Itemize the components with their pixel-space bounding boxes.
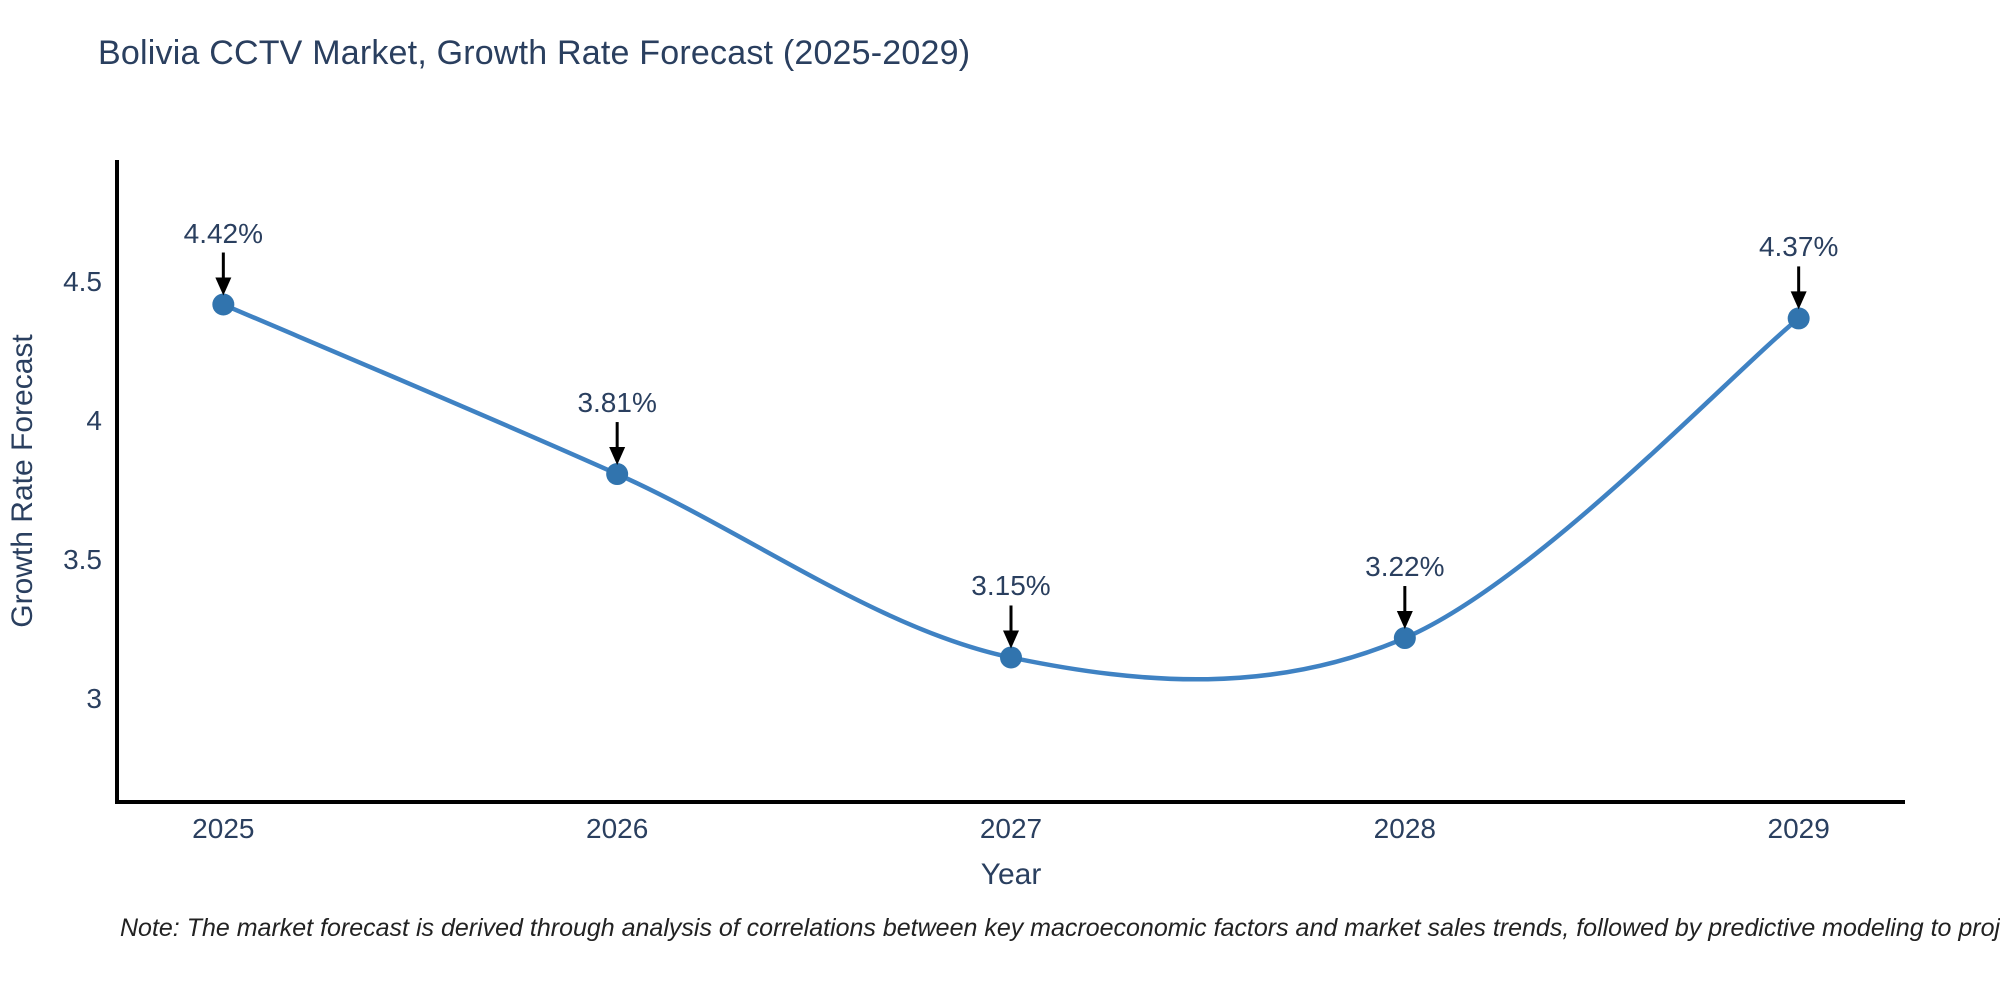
annotation-arrowhead-icon <box>1396 611 1413 630</box>
annotation-arrowhead-icon <box>1790 291 1807 310</box>
data-point-marker-2027[interactable] <box>1000 646 1022 669</box>
annotation-arrowhead-icon <box>215 277 232 296</box>
y-tick-label-3.5: 3.5 <box>63 544 102 576</box>
data-point-marker-2025[interactable] <box>212 293 235 316</box>
data-point-marker-2026[interactable] <box>606 463 629 486</box>
data-label-2028: 3.22% <box>1365 551 1445 583</box>
data-label-2029: 4.37% <box>1758 231 1839 263</box>
axis-lines <box>115 160 1905 804</box>
data-point-marker-2029[interactable] <box>1787 307 1810 330</box>
y-tick-label-3: 3 <box>86 683 102 715</box>
annotation-arrowhead-icon <box>609 447 626 466</box>
data-label-2025: 4.42% <box>183 217 264 249</box>
x-tick-label-2025: 2025 <box>192 813 255 844</box>
data-point-marker-2028[interactable] <box>1393 627 1416 650</box>
y-tick-label-4.5: 4.5 <box>63 266 102 298</box>
x-tick-label-2029: 2029 <box>1767 813 1830 844</box>
x-axis-title: Year <box>980 858 1042 891</box>
x-tick-label-2026: 2026 <box>586 813 649 844</box>
chart-title: Bolivia CCTV Market, Growth Rate Forecas… <box>98 34 971 72</box>
x-tick-label-2027: 2027 <box>979 813 1043 844</box>
footnote: Note: The market forecast is derived thr… <box>120 914 2000 942</box>
y-axis-title: Growth Rate Forecast <box>6 334 39 628</box>
annotation-arrowhead-icon <box>1003 630 1019 649</box>
data-label-2026: 3.81% <box>577 387 657 419</box>
data-label-2027: 3.15% <box>971 570 1051 602</box>
y-tick-label-4: 4 <box>86 405 102 437</box>
x-tick-label-2028: 2028 <box>1373 813 1436 844</box>
